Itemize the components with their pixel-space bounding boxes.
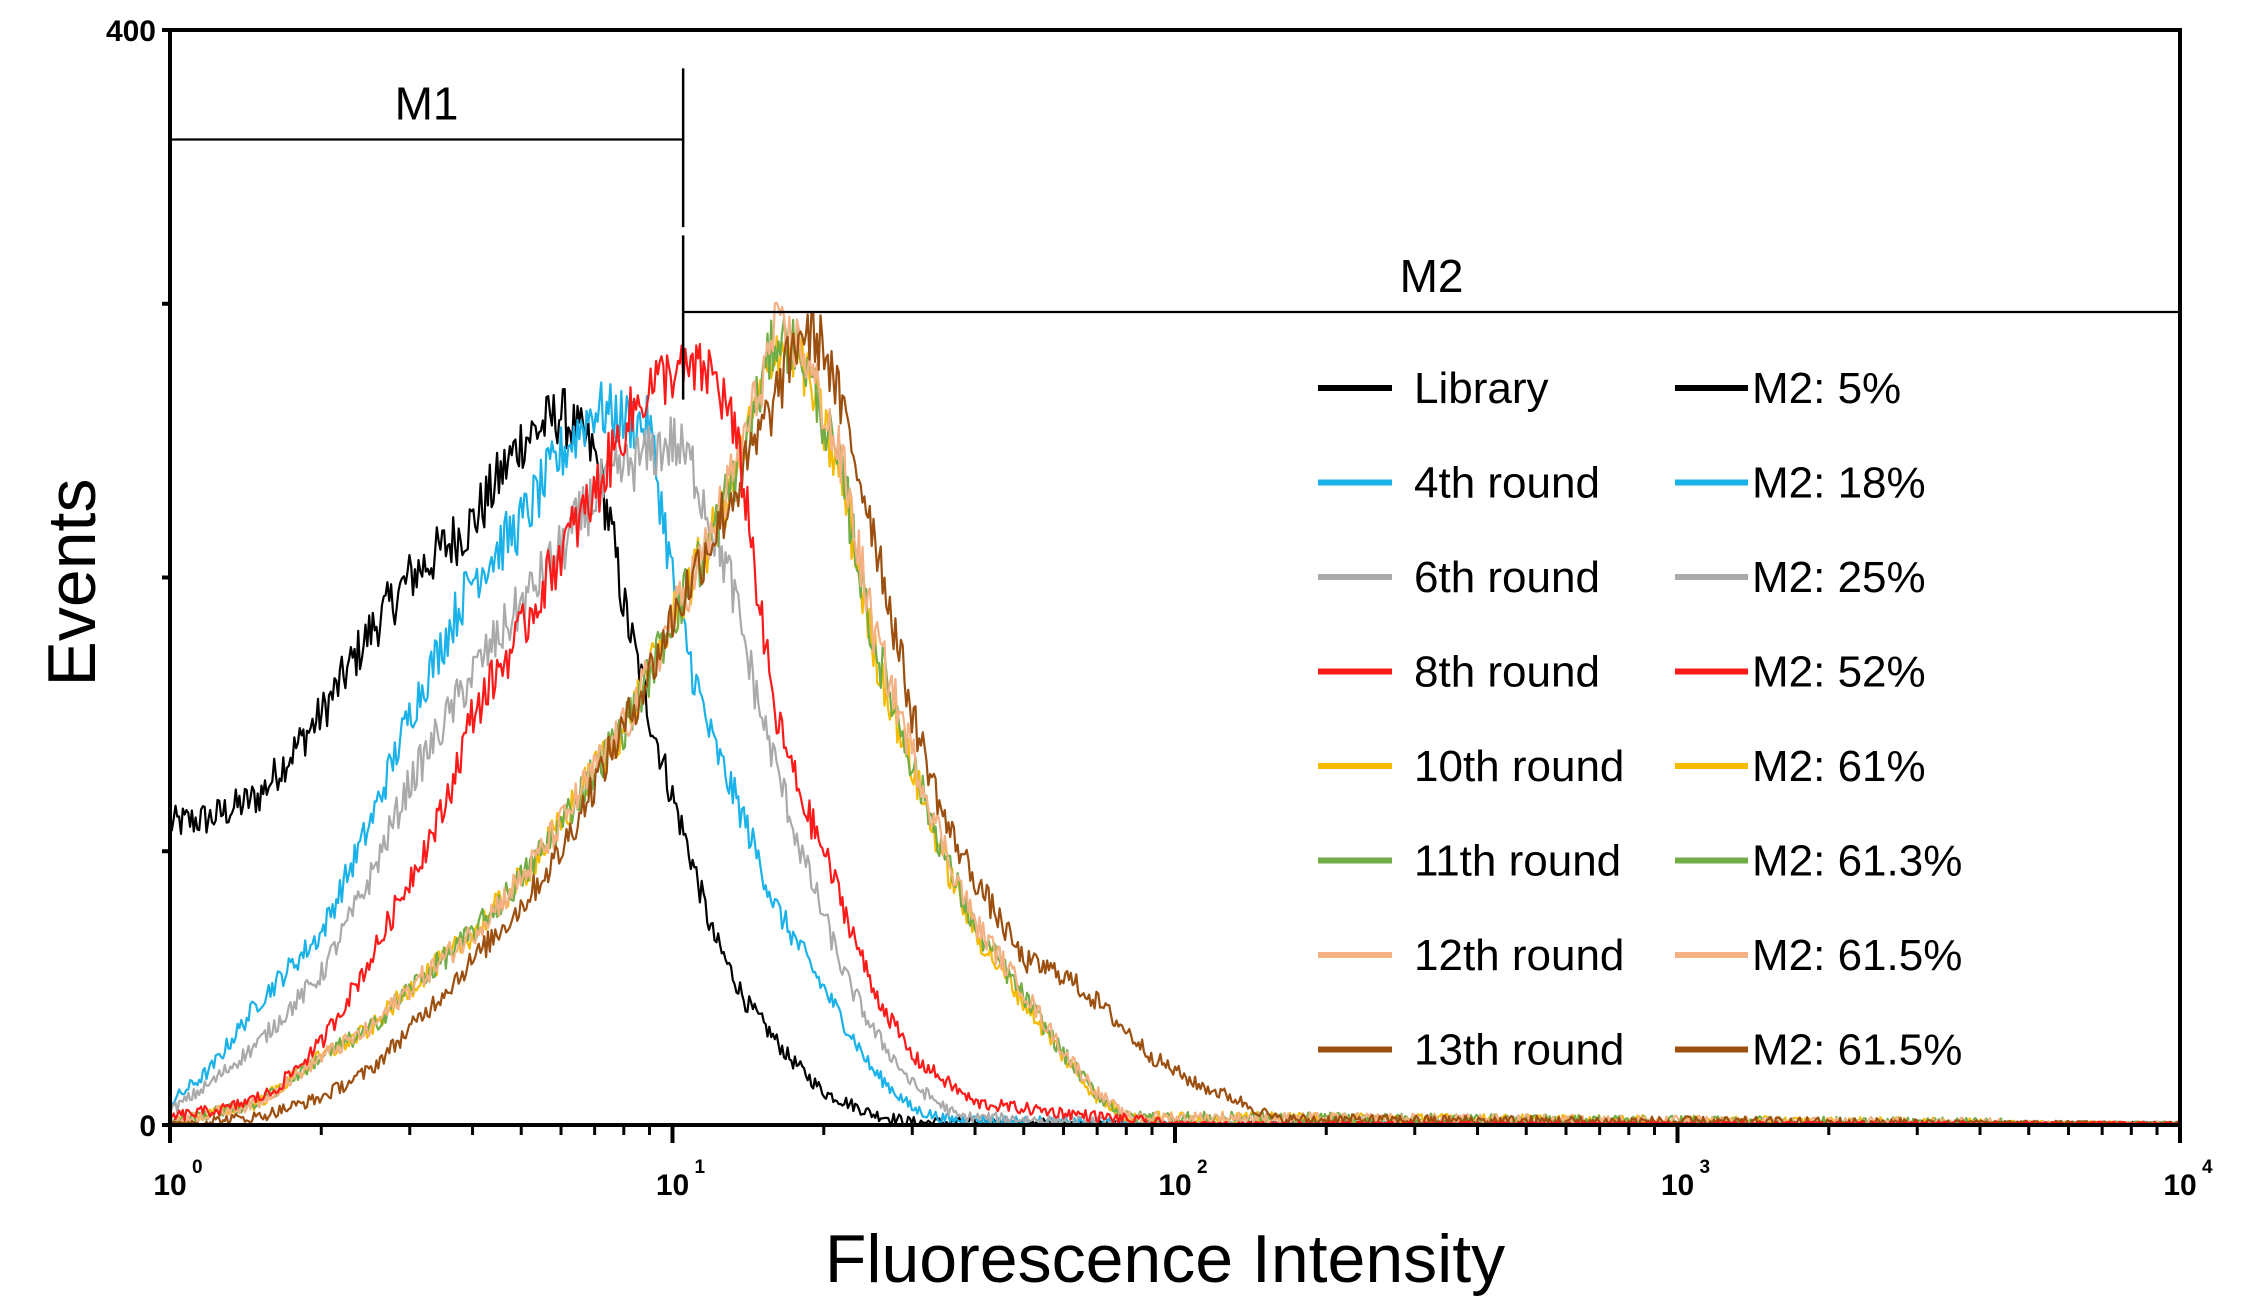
x-tick-exponent: 3 — [1700, 1157, 1711, 1178]
y-axis: 400 0 — [106, 15, 170, 1143]
legend-stat-10th-round: M2: 61% — [1752, 742, 1926, 791]
x-tick-label: 10 — [656, 1169, 689, 1202]
legend-label-11th-round: 11th round — [1414, 837, 1621, 886]
x-tick-label: 10 — [1661, 1169, 1694, 1202]
x-tick-label: 10 — [1158, 1169, 1191, 1202]
x-tick-exponent: 1 — [695, 1157, 706, 1178]
legend-label-12th-round: 12th round — [1414, 931, 1624, 980]
legend-label-4th-round: 4th round — [1414, 459, 1600, 508]
legend-label-8th-round: 8th round — [1414, 648, 1600, 697]
region-markers: M1 M2 — [170, 68, 2180, 400]
legend-stat-6th-round: M2: 25% — [1752, 553, 1926, 602]
legend-stat-4th-round: M2: 18% — [1752, 459, 1926, 508]
legend-label-library: Library — [1414, 364, 1549, 413]
legend-stat-library: M2: 5% — [1752, 364, 1901, 413]
x-tick-exponent: 0 — [192, 1157, 203, 1178]
marker-label-m1: M1 — [395, 78, 459, 130]
legend-label-10th-round: 10th round — [1414, 742, 1624, 791]
x-axis: 10 0 10 1 10 2 10 3 10 4 — [153, 1125, 2213, 1202]
marker-label-m2: M2 — [1400, 250, 1464, 302]
x-tick-exponent: 4 — [2202, 1157, 2213, 1178]
y-tick-label-bottom: 0 — [139, 1110, 156, 1143]
x-tick-label: 10 — [153, 1169, 186, 1202]
x-tick-exponent: 2 — [1197, 1157, 1208, 1178]
legend-stat-11th-round: M2: 61.3% — [1752, 837, 1962, 886]
x-tick-label: 10 — [2163, 1169, 2196, 1202]
x-axis-title: Fluorescence Intensity — [825, 1221, 1505, 1297]
legend-stat-8th-round: M2: 52% — [1752, 648, 1926, 697]
y-axis-title: Events — [34, 479, 110, 687]
legend: Library M2: 5% 4th round M2: 18% 6th round M2… — [1318, 364, 1962, 1075]
y-tick-label-top: 400 — [106, 15, 156, 48]
legend-label-6th-round: 6th round — [1414, 553, 1600, 602]
legend-stat-13th-round: M2: 61.5% — [1752, 1026, 1962, 1075]
legend-stat-12th-round: M2: 61.5% — [1752, 931, 1962, 980]
legend-label-13th-round: 13th round — [1414, 1026, 1624, 1075]
